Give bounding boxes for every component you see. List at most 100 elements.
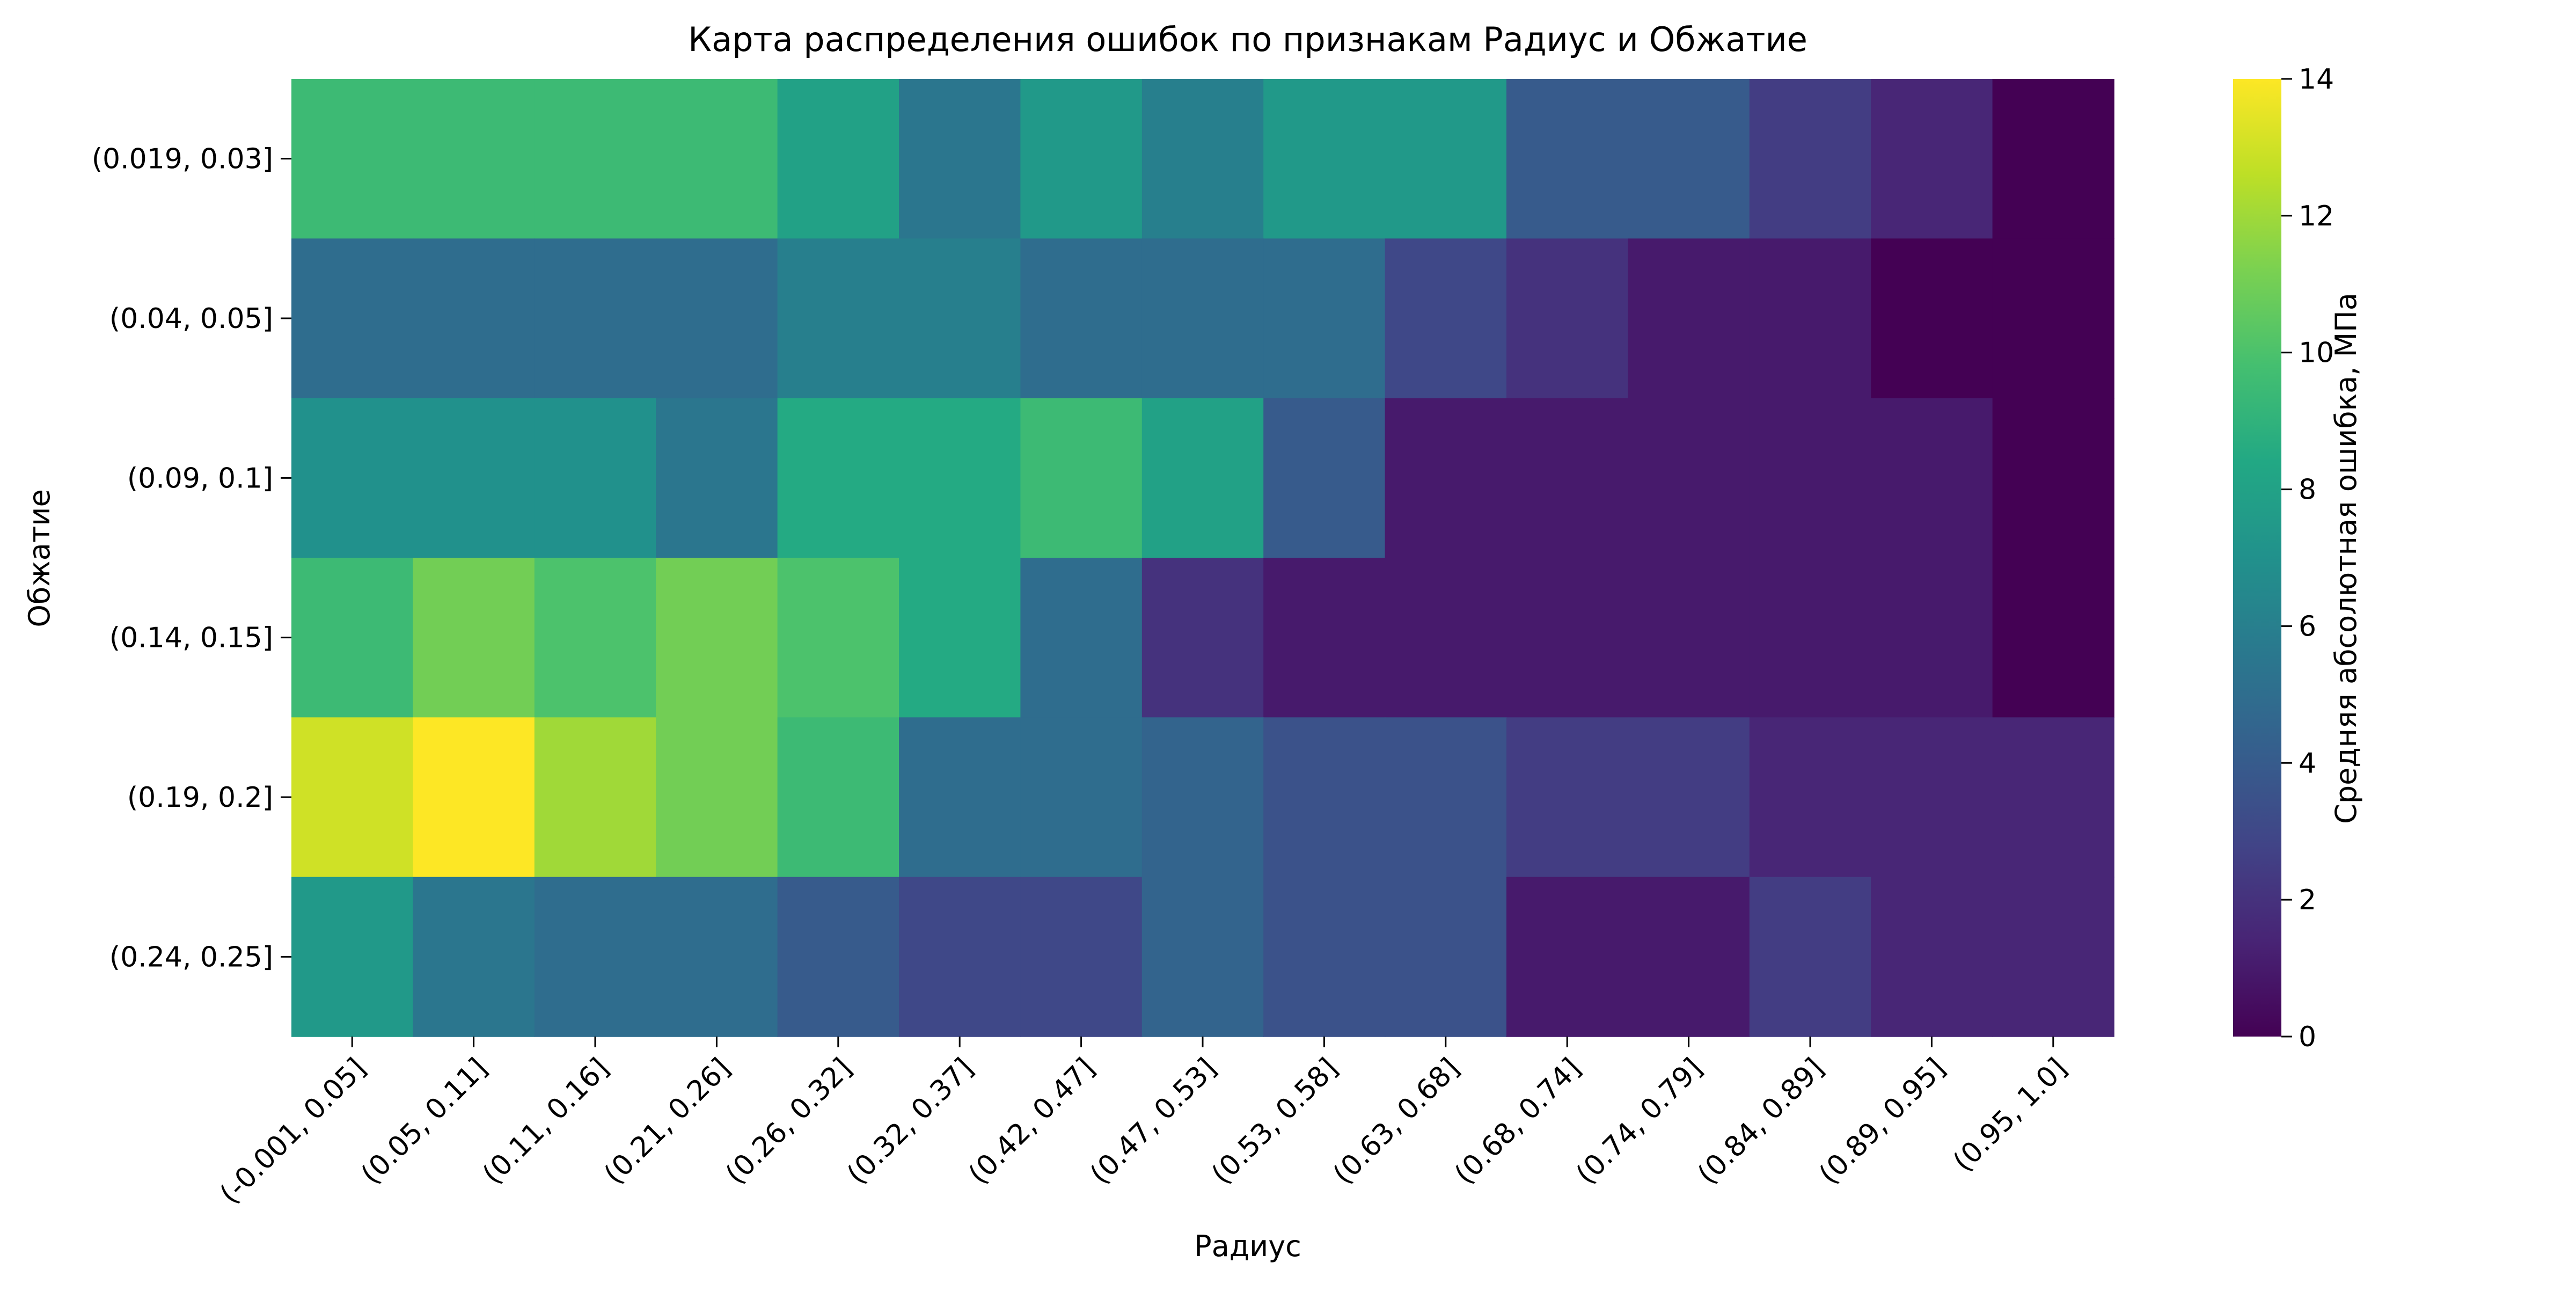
heatmap-cell	[1506, 877, 1629, 1037]
heatmap-cell	[1749, 238, 1871, 399]
heatmap-cell	[1749, 79, 1871, 239]
heatmap-cell	[1628, 238, 1750, 399]
heatmap-cell	[1020, 717, 1143, 878]
heatmap-cell	[1263, 79, 1386, 239]
colorbar-tick-label: 10	[2299, 337, 2334, 369]
heatmap-cell	[413, 877, 535, 1037]
colorbar: 0 2 4 6 8 10 12 14	[2233, 63, 2334, 1053]
heatmap-cell	[656, 238, 778, 399]
heatmap-cell	[1141, 238, 1264, 399]
colorbar-gradient	[2233, 79, 2281, 1037]
heatmap-cell	[899, 398, 1021, 558]
heatmap-cell	[1992, 238, 2114, 399]
colorbar-tick-label: 6	[2299, 610, 2316, 643]
heatmap-cell	[777, 238, 899, 399]
heatmap-cell	[1749, 877, 1871, 1037]
heatmap-cell	[1385, 79, 1507, 239]
heatmap-cell	[777, 877, 899, 1037]
heatmap-cells	[291, 79, 2114, 1037]
y-tick-label: (0.019, 0.03]	[92, 143, 273, 176]
heatmap-cell	[1628, 558, 1750, 718]
heatmap-cell	[899, 238, 1021, 399]
heatmap-cell	[1628, 79, 1750, 239]
heatmap-cell	[1628, 398, 1750, 558]
heatmap-cell	[1871, 238, 1993, 399]
y-tick-label: (0.04, 0.05]	[109, 303, 273, 335]
heatmap-cell	[777, 717, 899, 878]
y-axis-label: Обжатие	[23, 489, 56, 627]
heatmap-cell	[1871, 79, 1993, 239]
heatmap-cell	[1020, 79, 1143, 239]
heatmap-cell	[413, 558, 535, 718]
heatmap-cell	[1263, 717, 1386, 878]
heatmap-cell	[534, 79, 656, 239]
colorbar-tick-label: 0	[2299, 1021, 2316, 1053]
heatmap-cell	[413, 717, 535, 878]
heatmap-cell	[899, 79, 1021, 239]
heatmap-cell	[1749, 717, 1871, 878]
heatmap-cell	[1506, 398, 1629, 558]
heatmap-cell	[1749, 398, 1871, 558]
heatmap-cell	[777, 79, 899, 239]
heatmap-cell	[1506, 558, 1629, 718]
heatmap-cell	[534, 558, 656, 718]
heatmap-cell	[291, 558, 414, 718]
heatmap-cell	[777, 558, 899, 718]
heatmap-cell	[1141, 717, 1264, 878]
colorbar-tick-label: 4	[2299, 747, 2316, 779]
colorbar-tick-label: 12	[2299, 200, 2334, 232]
heatmap-cell	[1020, 877, 1143, 1037]
heatmap-cell	[656, 877, 778, 1037]
heatmap-cell	[1263, 238, 1386, 399]
heatmap-cell	[534, 238, 656, 399]
heatmap-cell	[899, 717, 1021, 878]
heatmap-cell	[1385, 398, 1507, 558]
heatmap-cell	[1020, 238, 1143, 399]
heatmap-cell	[1141, 877, 1264, 1037]
heatmap-cell	[1506, 79, 1629, 239]
heatmap-cell	[777, 398, 899, 558]
y-axis-ticks: (0.019, 0.03] (0.04, 0.05] (0.09, 0.1] (0.1…	[92, 143, 291, 973]
heatmap-cell	[1263, 558, 1386, 718]
heatmap-cell	[899, 877, 1021, 1037]
heatmap-cell	[1506, 717, 1629, 878]
x-axis-label: Радиус	[1194, 1229, 1301, 1263]
heatmap-cell	[291, 717, 414, 878]
heatmap-cell	[1992, 877, 2114, 1037]
y-tick-label: (0.09, 0.1]	[127, 462, 273, 494]
heatmap-cell	[1263, 877, 1386, 1037]
colorbar-tick-label: 8	[2299, 474, 2316, 506]
heatmap-cell	[1385, 238, 1507, 399]
heatmap-cell	[1871, 717, 1993, 878]
heatmap-cell	[1628, 717, 1750, 878]
heatmap-cell	[1020, 558, 1143, 718]
colorbar-label: Средняя абсолютная ошибка, МПа	[2329, 293, 2363, 824]
heatmap-cell	[1385, 717, 1507, 878]
heatmap-cell	[656, 558, 778, 718]
heatmap-cell	[1992, 717, 2114, 878]
heatmap-cell	[899, 558, 1021, 718]
colorbar-tick-label: 14	[2299, 63, 2334, 96]
heatmap-cell	[1020, 398, 1143, 558]
heatmap-cell	[1749, 558, 1871, 718]
heatmap-cell	[413, 238, 535, 399]
heatmap-cell	[1506, 238, 1629, 399]
heatmap-cell	[291, 877, 414, 1037]
heatmap-cell	[1141, 398, 1264, 558]
y-tick-label: (0.14, 0.15]	[109, 622, 273, 654]
colorbar-tick-label: 2	[2299, 884, 2316, 916]
heatmap-cell	[1871, 398, 1993, 558]
heatmap-cell	[1871, 558, 1993, 718]
heatmap-cell	[656, 717, 778, 878]
heatmap-cell	[413, 79, 535, 239]
heatmap-cell	[1263, 398, 1386, 558]
heatmap-cell	[1141, 79, 1264, 239]
y-tick-label: (0.19, 0.2]	[127, 782, 273, 814]
heatmap-cell	[534, 717, 656, 878]
heatmap-cell	[1385, 558, 1507, 718]
heatmap-cell	[1992, 558, 2114, 718]
heatmap-cell	[656, 398, 778, 558]
heatmap-cell	[413, 398, 535, 558]
